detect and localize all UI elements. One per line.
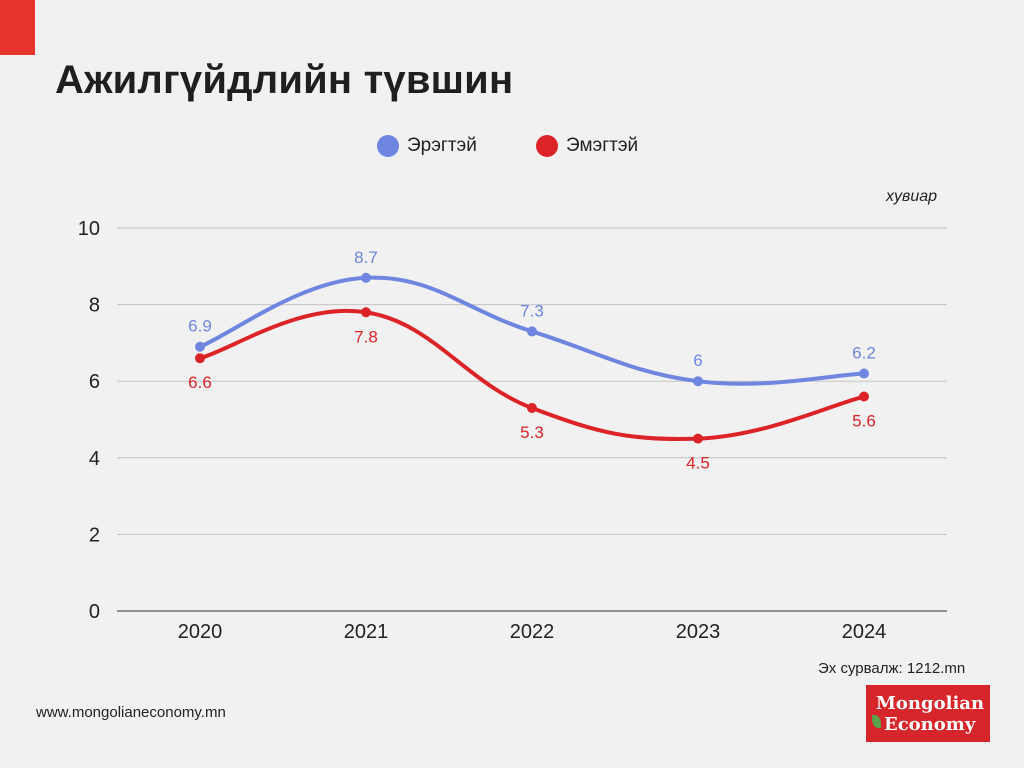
data-label-women: 4.5 bbox=[686, 454, 710, 473]
data-label-women: 7.8 bbox=[354, 327, 378, 346]
x-tick-label: 2023 bbox=[676, 621, 721, 643]
y-tick-label: 6 bbox=[89, 371, 100, 393]
unit-label: хувиар bbox=[886, 188, 938, 205]
data-label-men: 6 bbox=[693, 351, 702, 370]
legend-item-women: Эмэгтэй bbox=[536, 135, 638, 157]
legend-label-men: Эрэгтэй bbox=[407, 135, 477, 156]
data-point-men[interactable] bbox=[195, 341, 205, 352]
data-point-women[interactable] bbox=[859, 391, 869, 402]
x-tick-label: 2021 bbox=[344, 621, 389, 643]
data-point-women[interactable] bbox=[527, 403, 537, 414]
logo-text-line1: Mongolian bbox=[876, 692, 985, 714]
accent-bar bbox=[0, 0, 35, 55]
chart-title: Ажилгүйдлийн түвшин bbox=[55, 58, 514, 102]
y-tick-label: 10 bbox=[78, 218, 100, 240]
y-tick-label: 8 bbox=[89, 295, 100, 317]
legend-marker-men bbox=[377, 135, 399, 157]
data-point-men[interactable] bbox=[361, 272, 371, 283]
source-note: Эх сурвалж: 1212.mn bbox=[818, 660, 966, 677]
gridlines bbox=[117, 227, 947, 612]
data-point-men[interactable] bbox=[859, 368, 869, 379]
y-axis: 0 2 4 6 8 10 bbox=[78, 218, 100, 623]
data-label-women: 5.6 bbox=[852, 412, 876, 431]
series: 6.9 8.7 7.3 6 6.2 6.6 7.8 5.3 4.5 5.6 bbox=[188, 248, 876, 473]
y-tick-label: 2 bbox=[89, 524, 100, 546]
y-tick-label: 4 bbox=[89, 448, 100, 470]
legend: Эрэгтэй Эмэгтэй bbox=[0, 135, 1024, 165]
data-label-men: 6.2 bbox=[852, 344, 876, 363]
x-tick-label: 2022 bbox=[510, 621, 555, 643]
data-label-men: 8.7 bbox=[354, 248, 378, 267]
legend-item-men: Эрэгтэй bbox=[377, 135, 477, 157]
x-tick-label: 2024 bbox=[842, 621, 887, 643]
data-label-men: 6.9 bbox=[188, 317, 212, 336]
data-label-men: 7.3 bbox=[520, 301, 544, 320]
logo-text-line2: Economy bbox=[884, 713, 976, 735]
data-point-women[interactable] bbox=[361, 307, 371, 318]
data-label-women: 5.3 bbox=[520, 423, 544, 442]
data-label-women: 6.6 bbox=[188, 373, 212, 392]
data-point-women[interactable] bbox=[195, 353, 205, 364]
x-tick-label: 2020 bbox=[178, 621, 223, 643]
legend-marker-women bbox=[536, 135, 558, 157]
data-point-men[interactable] bbox=[693, 376, 703, 387]
leaf-icon bbox=[872, 715, 881, 728]
y-tick-label: 0 bbox=[89, 601, 100, 623]
data-point-men[interactable] bbox=[527, 326, 537, 337]
legend-label-women: Эмэгтэй bbox=[566, 135, 639, 156]
x-axis: 2020 2021 2022 2023 2024 bbox=[178, 621, 887, 643]
mongolian-economy-logo: Mongolian Economy bbox=[866, 685, 990, 742]
website-link[interactable]: www.mongolianeconomy.mn bbox=[36, 704, 226, 721]
data-point-women[interactable] bbox=[693, 433, 703, 444]
